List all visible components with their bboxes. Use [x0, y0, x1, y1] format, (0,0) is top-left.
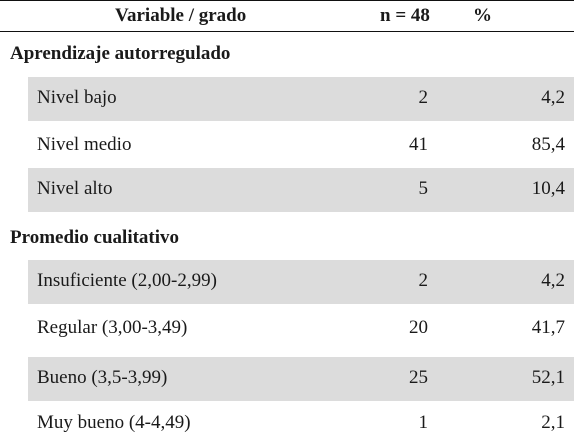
row-label: Nivel alto [37, 178, 113, 199]
row-n: 5 [418, 178, 429, 199]
row-percent: 41,7 [531, 317, 565, 338]
row-label: Bueno (3,5-3,99) [37, 367, 168, 388]
table-row: Nivel alto 5 10,4 [0, 168, 574, 212]
section-title-aprendizaje: Aprendizaje autorregulado [10, 43, 231, 64]
row-percent: 2,1 [541, 412, 565, 433]
row-n: 20 [409, 317, 428, 338]
row-n: 25 [409, 367, 428, 388]
row-n: 2 [418, 87, 429, 108]
row-label: Nivel medio [37, 134, 132, 155]
row-label: Muy bueno (4-4,49) [37, 412, 191, 433]
table-row: Regular (3,00-3,49) 20 41,7 [0, 307, 574, 351]
table-row: Nivel medio 41 85,4 [0, 124, 574, 168]
header-rule [0, 31, 574, 32]
row-n: 1 [418, 412, 429, 433]
row-n: 2 [418, 270, 429, 291]
row-percent: 4,2 [541, 87, 565, 108]
row-label: Regular (3,00-3,49) [37, 317, 188, 338]
row-n: 41 [409, 134, 428, 155]
header-percent: % [473, 5, 492, 26]
table-row: Nivel bajo 2 4,2 [0, 77, 574, 121]
section-title-promedio: Promedio cualitativo [10, 227, 180, 248]
table-row: Bueno (3,5-3,99) 25 52,1 [0, 357, 574, 401]
row-percent: 85,4 [531, 134, 565, 155]
row-shade [28, 260, 574, 304]
row-percent: 10,4 [531, 178, 565, 199]
row-shade [28, 77, 574, 121]
table-row: Muy bueno (4-4,49) 1 2,1 [0, 402, 574, 446]
header-n: n = 48 [380, 5, 430, 26]
top-rule [0, 0, 574, 1]
table-row: Insuficiente (2,00-2,99) 2 4,2 [0, 260, 574, 304]
header-variable: Variable / grado [115, 5, 247, 26]
row-shade [28, 168, 574, 212]
row-label: Nivel bajo [37, 87, 117, 108]
table-header: Variable / grado n = 48 % [0, 0, 574, 32]
row-shade [28, 357, 574, 401]
row-percent: 52,1 [531, 367, 565, 388]
row-label: Insuficiente (2,00-2,99) [37, 270, 217, 291]
row-percent: 4,2 [541, 270, 565, 291]
